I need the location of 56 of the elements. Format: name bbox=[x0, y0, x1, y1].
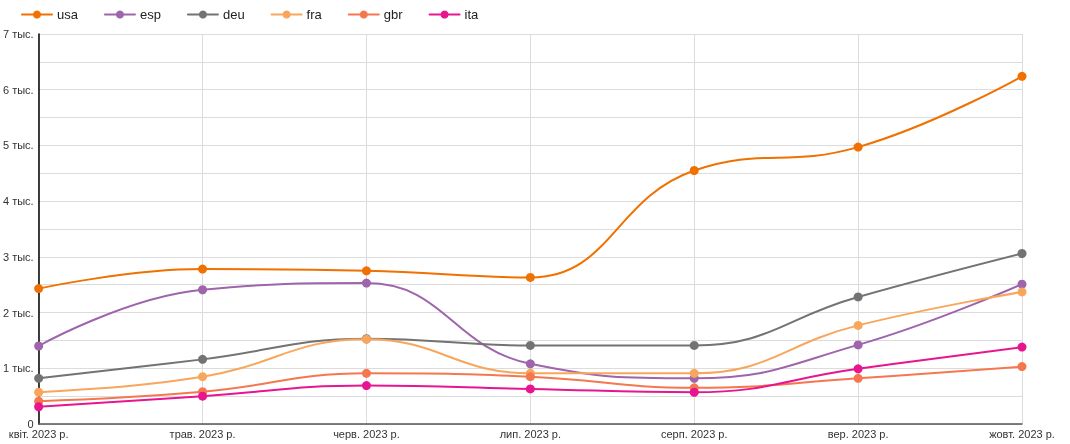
point bbox=[198, 391, 208, 401]
point bbox=[361, 278, 371, 288]
y-tick-label: 3 тыс. bbox=[2, 250, 34, 263]
point bbox=[525, 384, 535, 394]
point bbox=[1017, 249, 1027, 259]
point bbox=[198, 264, 208, 274]
point bbox=[1017, 71, 1027, 81]
legend-label: usa bbox=[57, 7, 79, 22]
point bbox=[853, 142, 863, 152]
point bbox=[525, 359, 535, 369]
point bbox=[525, 272, 535, 282]
point bbox=[34, 341, 44, 351]
point bbox=[689, 368, 699, 378]
point bbox=[853, 364, 863, 374]
point bbox=[853, 320, 863, 330]
legend-label: fra bbox=[306, 7, 323, 22]
point bbox=[525, 340, 535, 350]
point bbox=[525, 372, 535, 382]
point bbox=[689, 387, 699, 397]
x-tick-label: серп. 2023 р. bbox=[660, 427, 728, 440]
legend-label: ita bbox=[464, 7, 480, 22]
point bbox=[1017, 279, 1027, 289]
x-tick-label: лип. 2023 р. bbox=[499, 427, 562, 440]
x-tick-label: вер. 2023 р. bbox=[827, 427, 889, 440]
point bbox=[34, 402, 44, 412]
y-tick-label: 2 тыс. bbox=[2, 306, 34, 319]
y-tick-label: 5 тыс. bbox=[2, 139, 34, 152]
point bbox=[853, 340, 863, 350]
legend-label: gbr bbox=[383, 7, 404, 22]
point bbox=[361, 381, 371, 391]
point bbox=[198, 285, 208, 295]
point bbox=[198, 354, 208, 364]
x-tick-label: черв. 2023 р. bbox=[333, 427, 400, 440]
point bbox=[34, 284, 44, 294]
legend-label: esp bbox=[139, 7, 161, 22]
point bbox=[1017, 342, 1027, 352]
point bbox=[1017, 362, 1027, 372]
point bbox=[853, 373, 863, 383]
y-tick-label: 4 тыс. bbox=[2, 195, 34, 208]
point bbox=[34, 387, 44, 397]
x-tick-label: жовт. 2023 р. bbox=[989, 427, 1055, 440]
point bbox=[361, 368, 371, 378]
point bbox=[1017, 287, 1027, 297]
x-tick-label: квіт. 2023 р. bbox=[8, 427, 69, 440]
y-tick-label: 6 тыс. bbox=[2, 83, 34, 96]
point bbox=[689, 166, 699, 175]
point bbox=[198, 372, 208, 382]
y-tick-label: 0 bbox=[27, 418, 34, 430]
point bbox=[361, 266, 371, 276]
y-tick-label: 7 тыс. bbox=[2, 28, 34, 40]
point bbox=[853, 292, 863, 302]
y-tick-label: 1 тыс. bbox=[2, 362, 34, 375]
legend-label: deu bbox=[222, 7, 245, 22]
point bbox=[34, 373, 44, 383]
x-tick-label: трав. 2023 р. bbox=[169, 427, 236, 440]
point bbox=[689, 340, 699, 350]
